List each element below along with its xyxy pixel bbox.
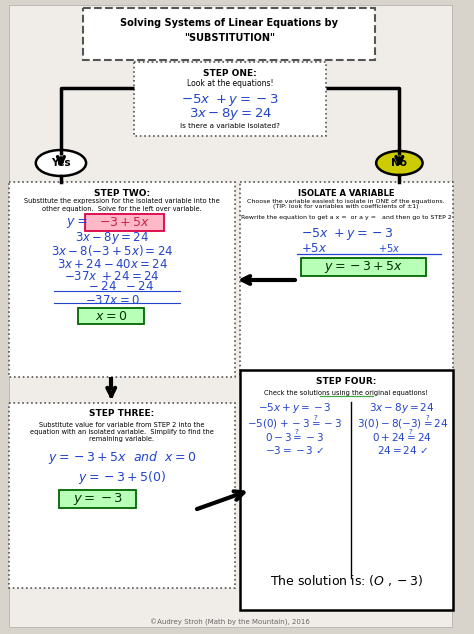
Text: $-5x\ +y=-3$: $-5x\ +y=-3$ (182, 92, 279, 108)
Text: STEP THREE:: STEP THREE: (89, 410, 155, 418)
Text: Substitute the expression for the isolated variable into the
other equation.  So: Substitute the expression for the isolat… (24, 198, 220, 212)
Text: STEP TWO:: STEP TWO: (94, 188, 150, 198)
Text: STEP FOUR:: STEP FOUR: (316, 377, 376, 387)
Text: $\ \ \ \ -24\ \ -24$: $\ \ \ \ -24\ \ -24$ (71, 280, 154, 294)
Bar (85, 214, 164, 231)
Text: $y=-3+5x$: $y=-3+5x$ (324, 259, 403, 275)
Text: "SUBSTITUTION": "SUBSTITUTION" (184, 33, 275, 43)
Text: $3x-8y=24$: $3x-8y=24$ (75, 230, 149, 246)
Text: $3x-8y=24$: $3x-8y=24$ (189, 106, 272, 122)
Text: $3(0)-8(-3)\overset{?}{=}24$: $3(0)-8(-3)\overset{?}{=}24$ (356, 413, 448, 430)
Text: $-3=-3\ \checkmark$: $-3=-3\ \checkmark$ (265, 444, 325, 456)
Text: $-3+5x$: $-3+5x$ (99, 216, 150, 228)
Bar (240, 370, 453, 610)
Text: $-37x\ +24=24$: $-37x\ +24=24$ (64, 271, 160, 283)
Text: Check the solutions using the original equations!: Check the solutions using the original e… (264, 390, 428, 396)
Text: $+5x$: $+5x$ (378, 242, 401, 254)
Bar (9, 403, 235, 588)
Bar (135, 62, 326, 136)
Text: $-5x+y=-3$: $-5x+y=-3$ (258, 401, 332, 415)
Bar (59, 490, 137, 508)
Text: Substitute value for variable from STEP 2 into the
equation with an isolated var: Substitute value for variable from STEP … (30, 422, 214, 442)
Text: y =: y = (67, 216, 89, 228)
Text: $y=-3+5(0)$: $y=-3+5(0)$ (78, 469, 166, 486)
Text: Rewrite the equation to get a x =  or a y =   and then go to STEP 2: Rewrite the equation to get a x = or a y… (241, 216, 452, 221)
Ellipse shape (36, 150, 86, 176)
Text: Is there a variable isolated?: Is there a variable isolated? (180, 123, 280, 129)
Ellipse shape (376, 151, 422, 175)
Text: $y=-3$: $y=-3$ (73, 491, 123, 507)
Text: $3x+24-40x=24$: $3x+24-40x=24$ (57, 257, 168, 271)
Text: $-5(0)+-3\overset{?}{=}-3$: $-5(0)+-3\overset{?}{=}-3$ (247, 413, 343, 430)
Text: No: No (392, 158, 407, 168)
Text: $24=24\ \checkmark$: $24=24\ \checkmark$ (376, 444, 428, 456)
Text: $+5x$: $+5x$ (301, 242, 327, 254)
Text: $0+24\overset{?}{=}24$: $0+24\overset{?}{=}24$ (372, 428, 432, 444)
Bar (78, 308, 144, 324)
Text: $3x-8y=24$: $3x-8y=24$ (369, 401, 435, 415)
Text: $-5x\ +y=-3$: $-5x\ +y=-3$ (301, 226, 393, 242)
Text: $y=-3+5x\ \ and\ \ x=0$: $y=-3+5x\ \ and\ \ x=0$ (47, 448, 196, 465)
Text: STEP ONE:: STEP ONE: (203, 70, 257, 79)
Text: $x=0$: $x=0$ (95, 309, 128, 323)
Text: $-37x=0$: $-37x=0$ (85, 294, 139, 306)
Bar (240, 182, 453, 377)
Bar (301, 258, 427, 276)
Text: Yes: Yes (51, 158, 71, 168)
Bar (9, 182, 235, 377)
Text: $3x-8(-3+5x)=24$: $3x-8(-3+5x)=24$ (51, 243, 173, 259)
Text: Solving Systems of Linear Equations by: Solving Systems of Linear Equations by (120, 18, 338, 28)
Bar (83, 8, 375, 60)
Text: Choose the variable easiest to isolate in ONE of the equations.
(TIP: look for v: Choose the variable easiest to isolate i… (247, 198, 445, 209)
Text: $0-3\overset{?}{=}-3$: $0-3\overset{?}{=}-3$ (265, 428, 325, 444)
Text: ©Audrey Stroh (Math by the Mountain), 2016: ©Audrey Stroh (Math by the Mountain), 20… (150, 618, 310, 626)
Text: ISOLATE A VARIABLE: ISOLATE A VARIABLE (298, 188, 394, 198)
Text: Look at the equations!: Look at the equations! (187, 79, 273, 89)
Text: The solution is: $( O\ ,-3)$: The solution is: $( O\ ,-3)$ (270, 573, 423, 588)
